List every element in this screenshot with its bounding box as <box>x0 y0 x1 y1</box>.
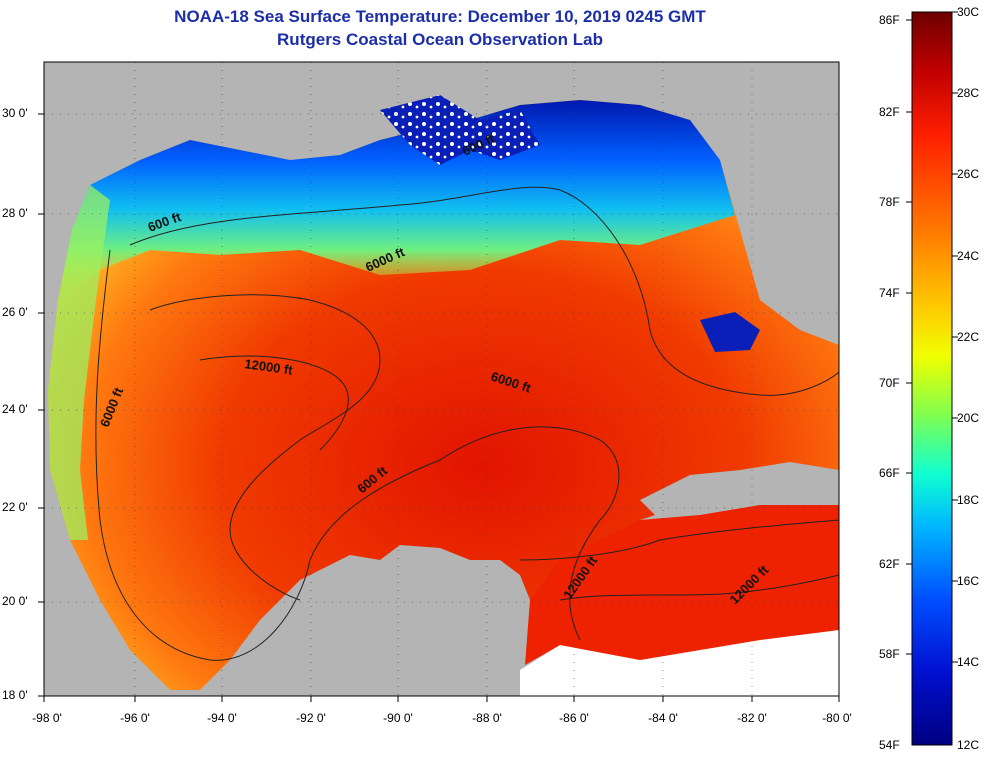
cloud-patch-north <box>380 95 540 165</box>
yucatan-land <box>330 545 530 696</box>
lat-tick-label: 24 0' <box>2 402 28 416</box>
cloud-patch-southeast <box>520 630 839 696</box>
lon-tick-label: -90 0' <box>383 711 413 725</box>
lat-tick-label: 26 0' <box>2 305 28 319</box>
lon-tick-label: -96 0' <box>120 711 150 725</box>
lat-tick-label: 18 0' <box>2 688 28 702</box>
lon-tick-label: -88 0' <box>472 711 502 725</box>
colorbar-f-label: 54F <box>879 738 900 752</box>
colorbar-f-label: 82F <box>879 105 900 119</box>
florida-land <box>745 62 839 330</box>
lon-tick-label: -92 0' <box>296 711 326 725</box>
lon-tick-label: -84 0' <box>648 711 678 725</box>
map-title: NOAA-18 Sea Surface Temperature: Decembe… <box>174 7 706 26</box>
colorbar-c-label: 20C <box>957 411 980 425</box>
colorbar-c-label: 16C <box>957 574 980 588</box>
colorbar-c-label: 30C <box>957 5 980 19</box>
lat-tick-label: 28 0' <box>2 206 28 220</box>
graticule <box>44 62 839 696</box>
cuba-land <box>640 462 839 520</box>
colorbar-ticks <box>906 11 958 663</box>
lon-tick-label: -94 0' <box>207 711 237 725</box>
colorbar-f-label: 86F <box>879 13 900 27</box>
map-subtitle: Rutgers Coastal Ocean Observation Lab <box>277 30 603 49</box>
lon-tick-label: -98 0' <box>32 711 62 725</box>
contour-label: 12000 ft <box>244 356 295 378</box>
colorbar-f-label: 78F <box>879 195 900 209</box>
colorbar-c-label: 14C <box>957 655 980 669</box>
northern-shelf-cool <box>58 100 735 300</box>
colorbar-c-label: 12C <box>957 738 980 752</box>
lon-tick-label: -82 0' <box>737 711 767 725</box>
colorbar-f-label: 70F <box>879 376 900 390</box>
colorbar-c-label: 18C <box>957 493 980 507</box>
colorbar <box>911 11 953 746</box>
map-frame <box>43 61 840 697</box>
cloud-patch-florida-bay <box>700 312 760 352</box>
colorbar-f-label: 74F <box>879 286 900 300</box>
colorbar-c-label: 22C <box>957 330 980 344</box>
lat-tick-label: 20 0' <box>2 594 28 608</box>
colorbar-c-label: 26C <box>957 167 980 181</box>
colorbar-f-label: 62F <box>879 557 900 571</box>
axis-ticks <box>38 113 840 702</box>
colorbar-c-label: 28C <box>957 86 980 100</box>
colorbar-f-label: 58F <box>879 647 900 661</box>
lat-tick-label: 22 0' <box>2 500 28 514</box>
bathymetry-contours <box>95 186 840 661</box>
lon-tick-label: -80 0' <box>822 711 852 725</box>
colorbar-c-label: 24C <box>957 249 980 263</box>
lat-tick-label: 30 0' <box>2 106 28 120</box>
caribbean-water <box>525 505 839 665</box>
colorbar-f-label: 66F <box>879 466 900 480</box>
west-coast-cool <box>48 185 110 540</box>
lon-tick-label: -86 0' <box>559 711 589 725</box>
